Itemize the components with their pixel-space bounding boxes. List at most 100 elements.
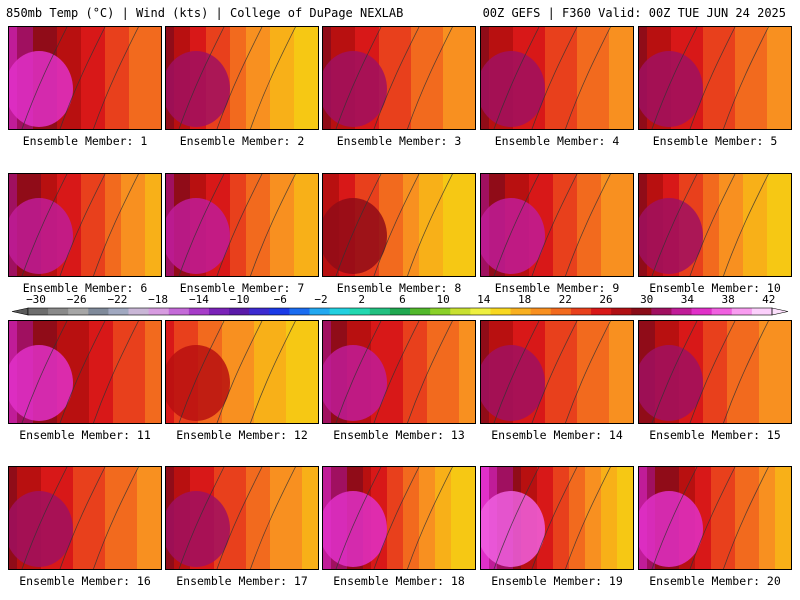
colorbar-segment	[570, 308, 592, 315]
member-label-11: Ensemble Member: 11	[19, 428, 151, 442]
temperature-colorbar: −30 −26 −22 −18 −14 −10 −6 −2 2 6 10 14 18 22 26 30 34 38…	[11, 293, 789, 316]
temp-band	[467, 467, 475, 569]
colorbar-segment	[530, 308, 552, 315]
colorbar-segment	[490, 308, 511, 315]
temp-band	[751, 174, 760, 276]
temp-band	[270, 321, 279, 423]
colorbar-segment	[289, 308, 310, 315]
temp-band	[137, 174, 146, 276]
temp-band	[561, 27, 570, 129]
isotherm-contour	[373, 467, 420, 569]
temp-band	[254, 467, 263, 569]
temperature-map-19	[481, 467, 633, 569]
ensemble-panel-8	[322, 173, 476, 277]
hot-core	[323, 491, 387, 567]
temp-band	[262, 467, 271, 569]
temp-band	[783, 467, 791, 569]
isotherm-contour	[178, 467, 225, 569]
hot-core	[481, 51, 545, 127]
hot-core	[639, 345, 703, 421]
colorbar-tick-label: −14	[189, 293, 209, 306]
temp-band	[569, 27, 578, 129]
temp-band	[743, 467, 752, 569]
isotherm-contour	[216, 321, 263, 423]
ensemble-panel-2	[165, 26, 319, 130]
ensemble-panel-5	[638, 26, 792, 130]
isotherm-contour	[335, 467, 382, 569]
hot-core	[323, 198, 387, 274]
temp-band	[451, 321, 460, 423]
colorbar-tick-label: −6	[274, 293, 287, 306]
temp-band	[783, 321, 791, 423]
isotherm-contour	[651, 174, 698, 276]
temp-band	[593, 174, 602, 276]
temp-band	[459, 27, 468, 129]
ensemble-panel-12	[165, 320, 319, 424]
temp-band	[302, 174, 311, 276]
temp-band	[294, 467, 303, 569]
colorbar-segment	[450, 308, 471, 315]
isotherm-contour	[216, 467, 263, 569]
member-label-4: Ensemble Member: 4	[494, 134, 620, 148]
temp-band	[270, 174, 279, 276]
isotherm-contour	[407, 174, 453, 276]
temp-band	[113, 321, 122, 423]
colorbar-segment	[269, 308, 290, 315]
hot-core	[481, 491, 545, 567]
temp-band	[105, 321, 114, 423]
colorbar-tick-label: 38	[721, 293, 734, 306]
temperature-map-3	[323, 27, 475, 129]
temperature-map-16	[9, 467, 161, 569]
temp-band	[609, 321, 618, 423]
member-label-12: Ensemble Member: 12	[176, 428, 308, 442]
temp-band	[310, 321, 318, 423]
temp-band	[577, 321, 586, 423]
member-label-10: Ensemble Member: 10	[649, 281, 781, 295]
temp-band	[238, 467, 247, 569]
temp-band	[443, 321, 452, 423]
temp-band	[278, 27, 287, 129]
colorbar-tick-label: 10	[436, 293, 449, 306]
temp-band	[411, 467, 420, 569]
temperature-map-2	[166, 27, 318, 129]
temp-band	[246, 174, 255, 276]
temp-band	[585, 321, 594, 423]
temp-band	[113, 467, 122, 569]
temp-band	[767, 174, 776, 276]
colorbar-tick-label: 22	[559, 293, 572, 306]
temp-band	[286, 467, 295, 569]
temp-band	[286, 321, 295, 423]
model-run-info: 00Z GEFS | F360 Valid: 00Z TUE JUN 24 20…	[482, 6, 786, 20]
isotherm-contour	[93, 467, 139, 569]
colorbar-segment	[369, 308, 391, 315]
isotherm-contour	[565, 321, 611, 423]
member-label-7: Ensemble Member: 7	[179, 281, 305, 295]
isotherm-contour	[689, 174, 736, 276]
temp-band	[89, 467, 98, 569]
temp-band	[129, 321, 138, 423]
temperature-map-6	[9, 174, 161, 276]
temp-band	[129, 467, 138, 569]
ensemble-panel-17	[165, 466, 319, 570]
temp-band	[743, 27, 752, 129]
temp-band	[105, 467, 114, 569]
hot-core	[9, 198, 73, 274]
temp-band	[459, 467, 468, 569]
colorbar-segment	[128, 308, 150, 315]
temp-band	[585, 27, 594, 129]
temp-band	[617, 321, 626, 423]
temperature-map-5	[639, 27, 791, 129]
temp-band	[775, 174, 784, 276]
colorbar-segment	[671, 308, 692, 315]
temp-band	[153, 174, 161, 276]
colorbar-segment	[510, 308, 532, 315]
isotherm-contour	[723, 321, 769, 423]
ensemble-panel-6	[8, 173, 162, 277]
temp-band	[294, 27, 303, 129]
temp-band	[569, 174, 578, 276]
member-label-5: Ensemble Member: 5	[652, 134, 778, 148]
temp-band	[310, 467, 318, 569]
ensemble-panel-19	[480, 466, 634, 570]
temp-band	[238, 27, 247, 129]
temp-band	[105, 174, 114, 276]
